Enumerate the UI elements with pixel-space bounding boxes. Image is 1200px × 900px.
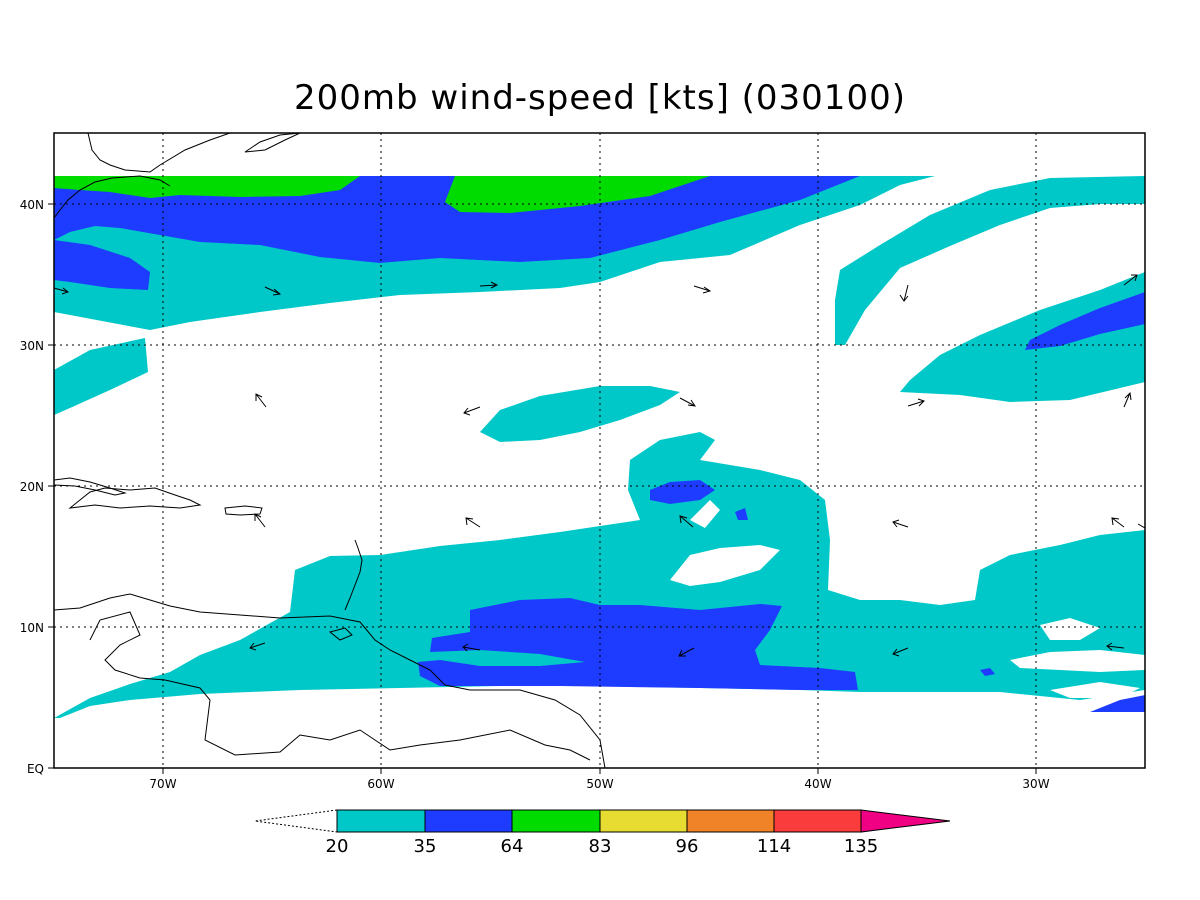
- wind-arrow: [53, 287, 70, 295]
- lat-label-10n: 10N: [20, 621, 44, 635]
- colorbar-label-135: 135: [844, 836, 878, 857]
- lon-label-40w: 40W: [804, 777, 831, 791]
- colorbar-swatch-20-35: [336, 809, 426, 833]
- contour-blue-small-2: [980, 668, 995, 676]
- colorbar-swatch-35-64: [424, 809, 513, 833]
- contour-green-north-west: [54, 176, 360, 198]
- colorbar-swatch-64-83: [511, 809, 601, 833]
- colorbar-label-114: 114: [757, 836, 791, 857]
- lat-label-20n: 20N: [20, 480, 44, 494]
- wind-arrow: [693, 285, 712, 294]
- lon-label-60w: 60W: [367, 777, 394, 791]
- coastline-cuba: [54, 477, 127, 496]
- coastline-lesser-antilles: [344, 539, 363, 611]
- wind-arrow: [1123, 391, 1132, 408]
- coastline-north-america: [54, 175, 171, 219]
- wind-arrow: [462, 643, 481, 652]
- wind-arrow: [892, 519, 909, 528]
- wind-arrow: [679, 515, 694, 528]
- contour-blue-east-diagonal: [1025, 292, 1145, 350]
- lon-label-30w: 30W: [1022, 777, 1049, 791]
- wind-arrow: [465, 517, 481, 528]
- lat-label-40n: 40N: [20, 198, 44, 212]
- contour-cyan-east-diagonal: [900, 272, 1145, 402]
- wind-arrow: [1106, 642, 1125, 651]
- lat-label-eq: EQ: [27, 762, 44, 776]
- contour-gap-central-south: [670, 545, 780, 586]
- colorbar-low-triangle: [254, 809, 338, 833]
- wind-arrow: [1137, 523, 1146, 529]
- contour-blue-south-jet: [418, 598, 858, 690]
- gridlines: [54, 133, 1145, 768]
- coastlines: [54, 133, 606, 768]
- wind-arrow: [892, 647, 909, 657]
- wind-arrow: [907, 398, 925, 407]
- contour-blue-west-lobe: [54, 240, 150, 290]
- wind-arrow: [254, 513, 266, 528]
- axis-ticks: [48, 203, 1037, 774]
- colorbar-label-20: 20: [326, 836, 349, 857]
- lon-label-70w: 70W: [149, 777, 176, 791]
- coastline-trinidad: [328, 627, 353, 641]
- contour-cyan-east-inner: [1095, 325, 1145, 342]
- coastline-hispaniola: [68, 487, 202, 509]
- contour-cyan-south-band: [54, 432, 1145, 718]
- contour-blue-north-jet: [54, 176, 860, 263]
- wind-arrow: [899, 284, 909, 302]
- wind-arrow: [678, 647, 695, 657]
- coastline-south-america: [54, 593, 606, 768]
- contour-gap-central-east: [690, 500, 720, 528]
- coastline-south-america-interior: [89, 611, 591, 761]
- contour-gap-east-south-1: [1010, 650, 1145, 672]
- contour-blue-southeast: [1090, 695, 1145, 712]
- colorbar: 20 35 64 83 96 114 135: [254, 809, 951, 857]
- contour-blue-small-1: [735, 508, 748, 520]
- colorbar-label-96: 96: [676, 836, 699, 857]
- wind-vectors: [53, 274, 1146, 657]
- wind-arrow: [255, 393, 267, 408]
- wind-arrow: [1123, 274, 1138, 286]
- wind-arrow: [463, 406, 481, 416]
- colorbar-swatch-96-114: [686, 809, 775, 833]
- wind-arrow: [264, 286, 282, 296]
- wind-arrow: [1111, 517, 1125, 528]
- contour-cyan-central-25n: [480, 386, 680, 442]
- contour-cyan-west-30n: [54, 338, 148, 415]
- contour-gap-east-south-3: [1040, 618, 1100, 640]
- map-title: 200mb wind-speed [kts] (030100): [294, 78, 906, 118]
- coastline-new-england: [87, 133, 231, 173]
- wind-arrow: [249, 642, 266, 651]
- wind-speed-shading: [54, 176, 1145, 718]
- lat-label-30n: 30N: [20, 339, 44, 353]
- wind-arrow: [479, 281, 499, 289]
- colorbar-label-64: 64: [501, 836, 524, 857]
- coastline-puerto-rico: [224, 505, 263, 516]
- colorbar-label-83: 83: [589, 836, 612, 857]
- wind-arrow: [679, 397, 697, 407]
- contour-cyan-east-north: [835, 176, 1145, 345]
- colorbar-high-triangle: [860, 809, 951, 833]
- coastline-nova-scotia: [244, 133, 301, 153]
- lon-label-50w: 50W: [586, 777, 613, 791]
- colorbar-swatch-83-96: [599, 809, 688, 833]
- colorbar-label-35: 35: [414, 836, 437, 857]
- contour-gap-east-south-2: [1050, 682, 1140, 698]
- colorbar-swatch-114-135: [773, 809, 862, 833]
